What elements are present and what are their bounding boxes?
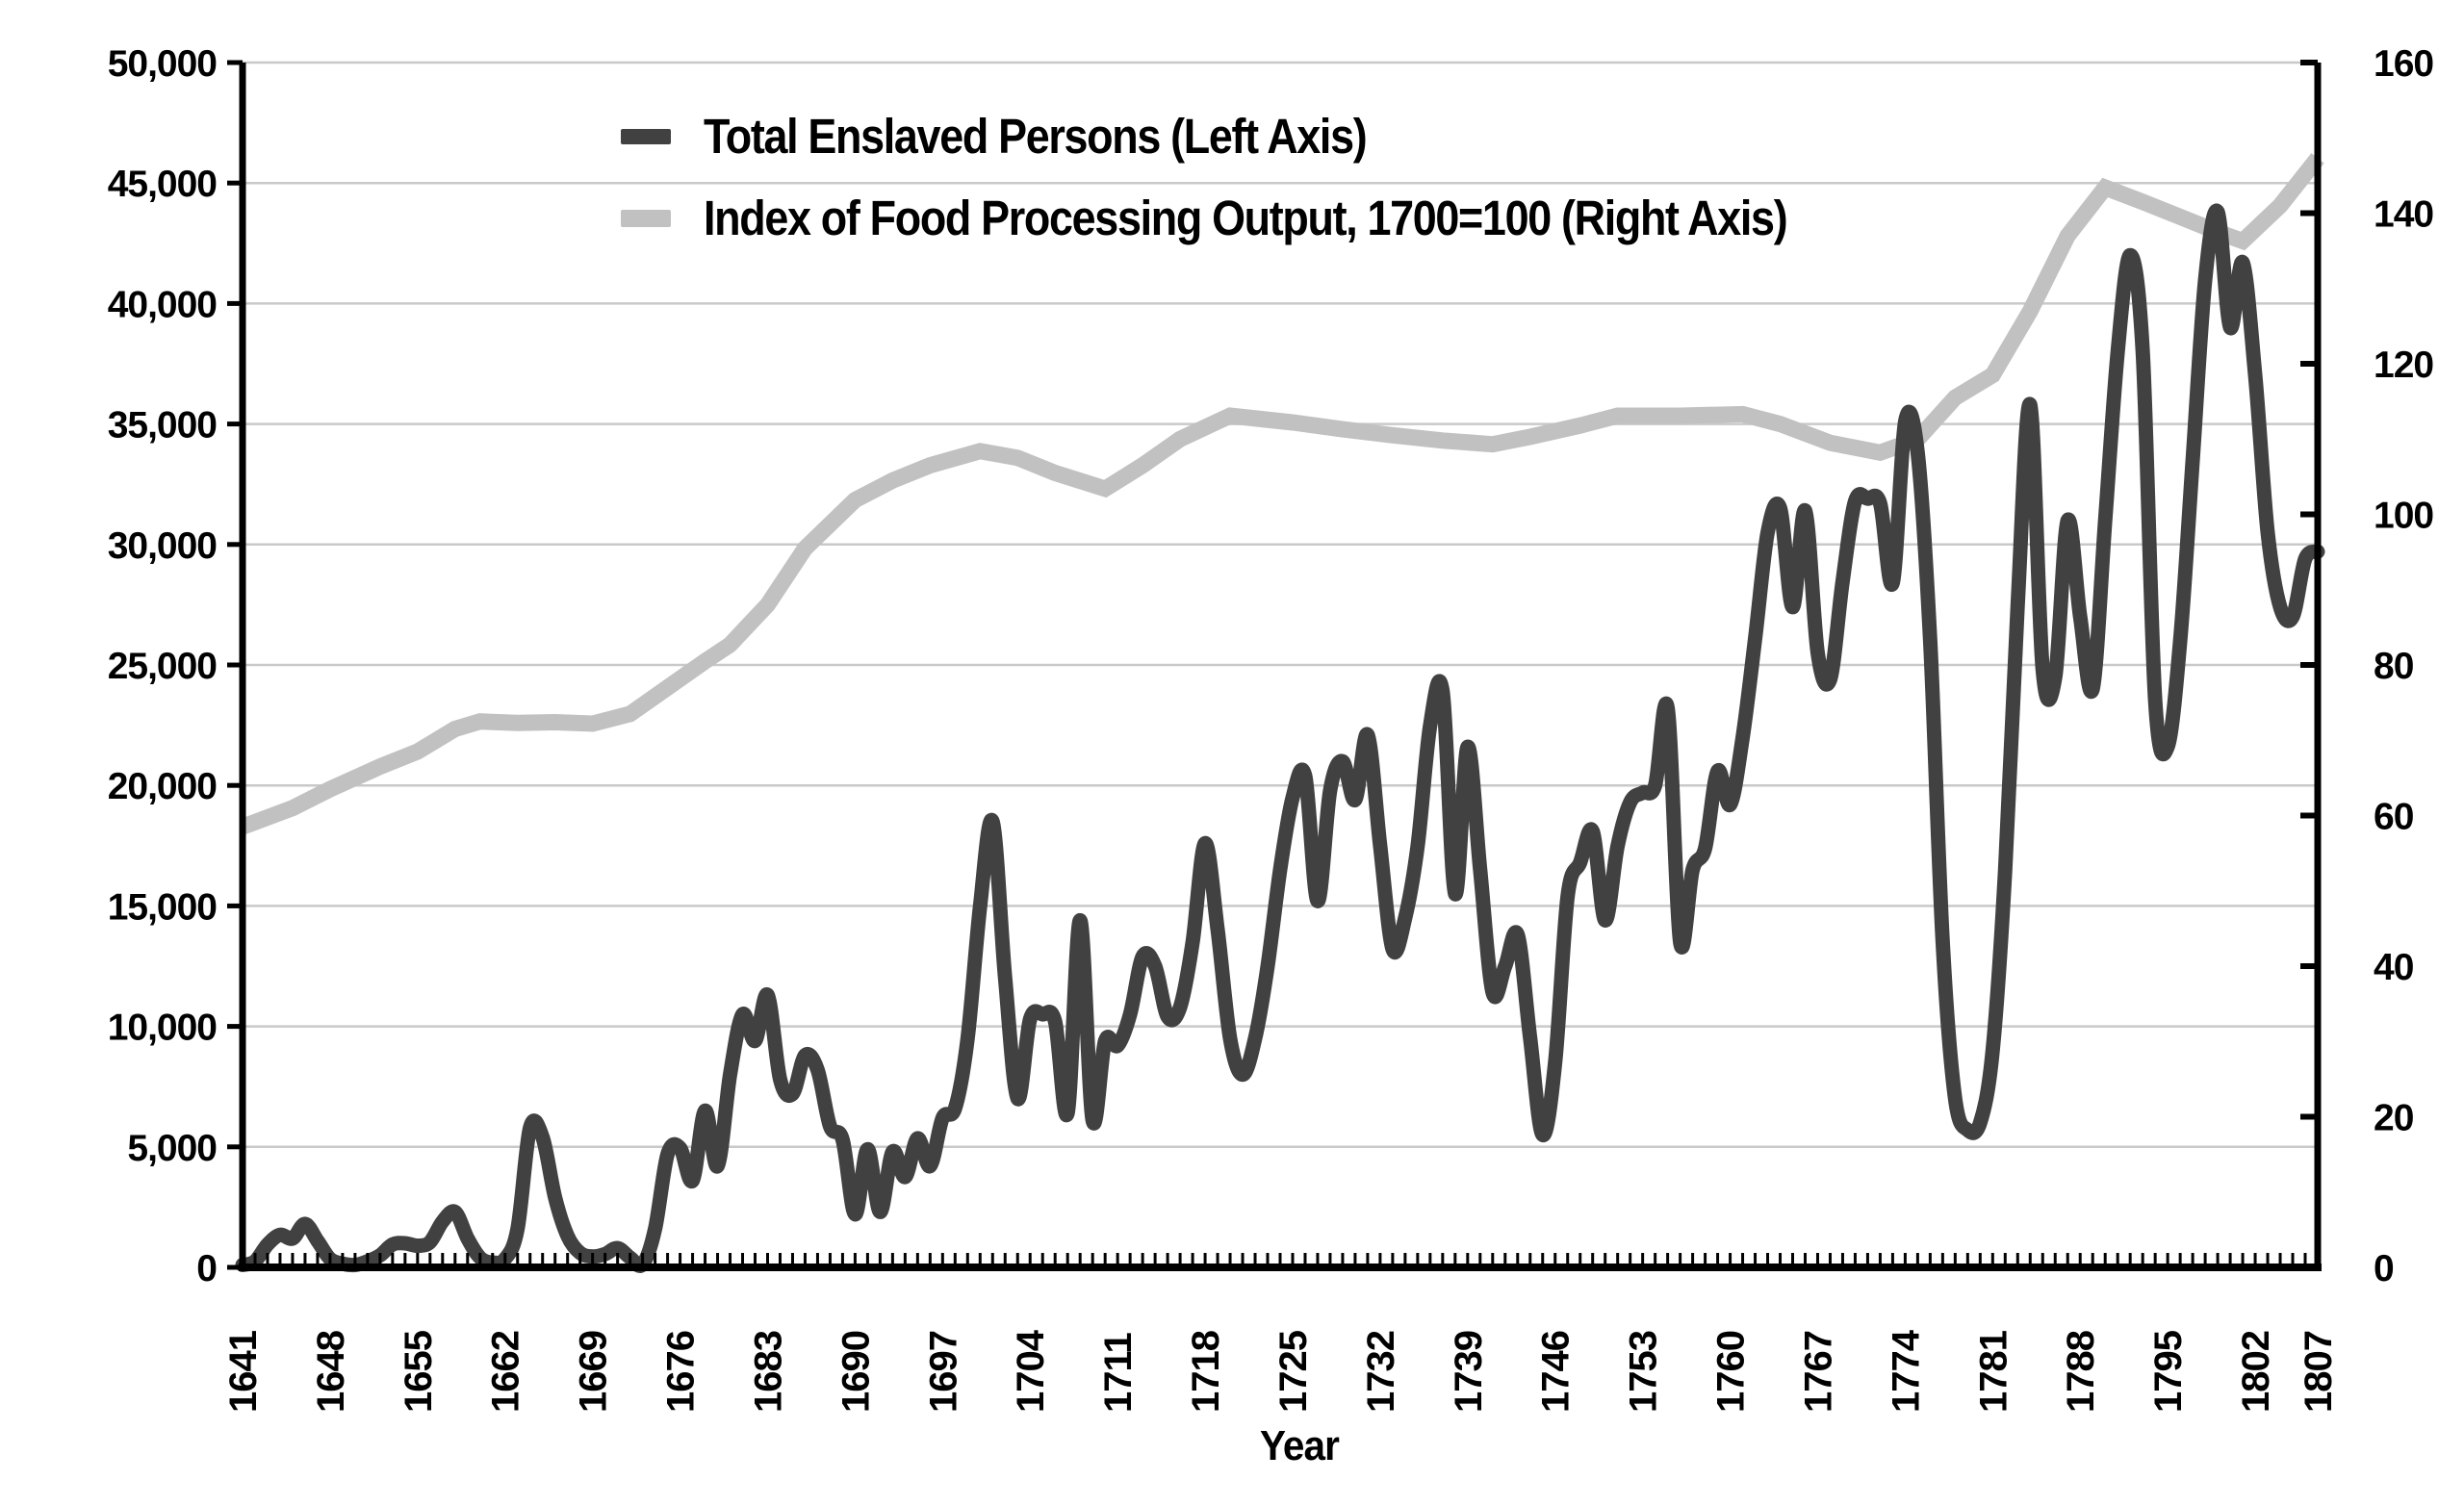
x-axis-tick-label: 1725 bbox=[1272, 1330, 1315, 1413]
x-axis-tick-label: 1732 bbox=[1360, 1331, 1402, 1413]
left-axis-tick-label: 40,000 bbox=[108, 284, 218, 325]
left-axis-tick-label: 45,000 bbox=[108, 164, 218, 205]
x-axis-tick-label: 1718 bbox=[1185, 1330, 1227, 1413]
right-axis-tick-label: 40 bbox=[2374, 947, 2414, 988]
right-axis-tick-label: 20 bbox=[2374, 1098, 2414, 1139]
x-axis-tick-label: 1807 bbox=[2297, 1331, 2340, 1413]
series-line-enslaved-persons bbox=[235, 203, 2325, 1273]
x-axis-tick-label: 1795 bbox=[2147, 1330, 2190, 1413]
left-axis-tick-label: 0 bbox=[196, 1248, 217, 1289]
x-axis-tick-label: 1767 bbox=[1797, 1331, 1839, 1413]
x-axis-tick-label: 1648 bbox=[310, 1330, 352, 1413]
legend-item-food-index: Index of Food Processing Output, 1700=10… bbox=[621, 186, 1935, 252]
legend-label-enslaved-persons: Total Enslaved Persons (Left Axis) bbox=[704, 109, 1368, 164]
right-axis-tick-label: 160 bbox=[2374, 43, 2433, 85]
x-axis-tick-label: 1746 bbox=[1535, 1331, 1578, 1413]
x-axis-tick-label: 1683 bbox=[747, 1331, 789, 1413]
series-line-food-index bbox=[240, 153, 2324, 835]
x-axis-tick-label: 1788 bbox=[2060, 1330, 2102, 1413]
x-axis-tick-label: 1662 bbox=[485, 1331, 527, 1413]
x-axis-tick-label: 1711 bbox=[1097, 1332, 1140, 1413]
series-swatch-dark-icon bbox=[621, 129, 671, 145]
x-axis-tick-label: 1704 bbox=[1010, 1329, 1052, 1413]
x-axis-tick-label: 1753 bbox=[1623, 1331, 1665, 1413]
x-axis-tick-label: 1676 bbox=[660, 1331, 703, 1413]
left-axis-tick-label: 25,000 bbox=[108, 646, 218, 687]
right-axis-tick-label: 80 bbox=[2374, 646, 2414, 687]
x-axis-title: Year bbox=[1260, 1422, 1340, 1469]
x-axis-tick-label: 1739 bbox=[1448, 1331, 1490, 1413]
left-axis-tick-label: 35,000 bbox=[108, 405, 218, 447]
x-axis-tick-label: 1774 bbox=[1885, 1329, 1927, 1413]
x-axis-tick-label: 1802 bbox=[2235, 1331, 2277, 1413]
left-axis-tick-label: 10,000 bbox=[108, 1008, 218, 1049]
x-axis-tick-label: 1697 bbox=[922, 1331, 964, 1413]
right-axis-tick-label: 120 bbox=[2374, 345, 2433, 386]
left-axis-tick-label: 5,000 bbox=[127, 1128, 217, 1169]
right-axis-tick-label: 100 bbox=[2374, 496, 2433, 537]
x-axis-tick-label: 1655 bbox=[398, 1330, 440, 1413]
left-axis-tick-label: 20,000 bbox=[108, 766, 218, 807]
legend: Total Enslaved Persons (Left Axis) Index… bbox=[621, 104, 1935, 252]
right-axis-tick-label: 0 bbox=[2374, 1248, 2394, 1289]
left-axis-tick-label: 50,000 bbox=[108, 43, 218, 85]
x-axis-tick-label: 1760 bbox=[1710, 1331, 1753, 1413]
right-axis-tick-label: 140 bbox=[2374, 194, 2433, 236]
x-axis-tick-label: 1641 bbox=[222, 1330, 265, 1413]
x-axis-tick-label: 1690 bbox=[834, 1331, 877, 1413]
left-axis-tick-label: 15,000 bbox=[108, 886, 218, 928]
legend-label-food-index: Index of Food Processing Output, 1700=10… bbox=[704, 190, 1788, 245]
left-axis-tick-label: 30,000 bbox=[108, 525, 218, 567]
right-axis-tick-label: 60 bbox=[2374, 797, 2414, 838]
series-swatch-light-icon bbox=[621, 210, 671, 228]
x-axis-tick-label: 1781 bbox=[1972, 1330, 2015, 1413]
legend-item-enslaved-persons: Total Enslaved Persons (Left Axis) bbox=[621, 104, 1935, 170]
x-axis-tick-label: 1669 bbox=[573, 1331, 615, 1413]
